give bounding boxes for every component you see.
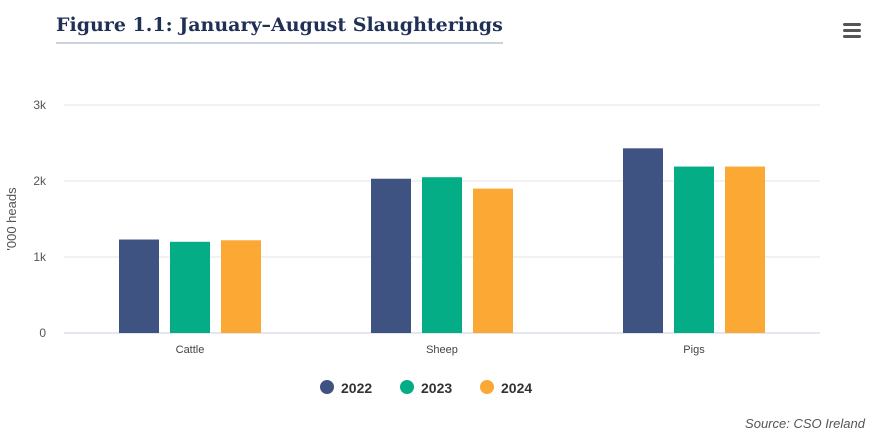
y-tick-label: 1k bbox=[33, 250, 47, 264]
source-note: Source: CSO Ireland bbox=[745, 416, 865, 431]
bar-chart: 0 1k 2k 3k '000 heads Cattle Sheep Pigs 2022 2023… bbox=[4, 98, 820, 396]
bar-pigs-2023 bbox=[674, 166, 714, 333]
y-tick-label: 2k bbox=[33, 174, 47, 188]
legend-label-2024[interactable]: 2024 bbox=[501, 380, 532, 396]
hamburger-menu-icon[interactable] bbox=[840, 20, 864, 40]
bar-sheep-2023 bbox=[422, 177, 462, 333]
x-tick-label: Pigs bbox=[683, 344, 705, 356]
y-tick-label: 0 bbox=[39, 326, 46, 340]
bar-sheep-2022 bbox=[371, 178, 411, 333]
bar-cattle-2024 bbox=[221, 240, 261, 333]
legend-marker-2024 bbox=[480, 380, 494, 394]
bar-cattle-2022 bbox=[119, 239, 159, 333]
chart-title: Figure 1.1: January–August Slaughterings bbox=[56, 14, 503, 44]
x-tick-label: Cattle bbox=[176, 344, 205, 356]
bar-pigs-2024 bbox=[725, 166, 765, 333]
y-tick-label: 3k bbox=[33, 98, 47, 112]
x-tick-label: Sheep bbox=[426, 344, 458, 356]
y-axis-title: '000 heads bbox=[4, 187, 19, 251]
bar-sheep-2024 bbox=[473, 188, 513, 333]
legend-marker-2022 bbox=[320, 380, 334, 394]
legend-label-2022[interactable]: 2022 bbox=[341, 380, 372, 396]
bar-pigs-2022 bbox=[623, 148, 663, 333]
bar-cattle-2023 bbox=[170, 241, 210, 333]
legend-marker-2023 bbox=[400, 380, 414, 394]
legend-label-2023[interactable]: 2023 bbox=[421, 380, 452, 396]
